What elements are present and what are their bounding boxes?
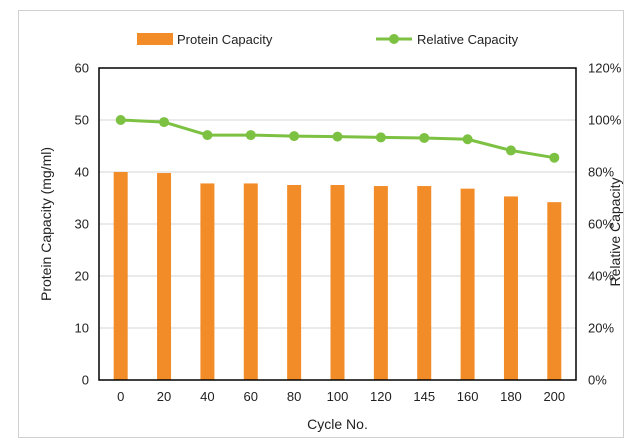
x-tick-label: 120 bbox=[370, 389, 392, 404]
line-point bbox=[159, 117, 170, 128]
x-axis-title: Cycle No. bbox=[307, 416, 368, 432]
x-tick-label: 20 bbox=[157, 389, 171, 404]
left-axis-ticks: 0 10 20 30 40 50 60 bbox=[75, 61, 89, 388]
y-right-tick-label: 60% bbox=[588, 217, 614, 232]
y-right-tick-label: 20% bbox=[588, 321, 614, 336]
bar bbox=[330, 185, 345, 380]
x-tick-label: 180 bbox=[500, 389, 522, 404]
legend-relative-dot bbox=[389, 34, 399, 44]
y-tick-label: 60 bbox=[75, 61, 89, 76]
line-point bbox=[332, 131, 343, 142]
bar bbox=[373, 186, 388, 380]
bar bbox=[157, 173, 172, 380]
y-right-tick-label: 100% bbox=[588, 113, 622, 128]
x-tick-label: 40 bbox=[200, 389, 214, 404]
bar bbox=[417, 186, 432, 380]
right-axis-ticks: 0% 20% 40% 60% 80% 100% 120% bbox=[588, 61, 622, 388]
legend-protein-swatch bbox=[137, 33, 173, 45]
x-tick-label: 160 bbox=[457, 389, 479, 404]
chart-svg: 0 10 20 30 40 50 60 0% 20% 40% 60% 80% 100% 120% 0 20… bbox=[38, 32, 623, 432]
line-point bbox=[505, 145, 516, 156]
line-point bbox=[462, 134, 473, 145]
y-tick-label: 40 bbox=[75, 165, 89, 180]
plot-border bbox=[98, 67, 577, 381]
x-tick-label: 145 bbox=[413, 389, 435, 404]
line-series bbox=[115, 115, 560, 163]
x-tick-label: 200 bbox=[543, 389, 565, 404]
x-tick-label: 60 bbox=[244, 389, 258, 404]
x-tick-label: 0 bbox=[117, 389, 124, 404]
y-right-tick-label: 120% bbox=[588, 61, 622, 76]
y-tick-label: 0 bbox=[82, 373, 89, 388]
bar bbox=[287, 185, 302, 380]
line-point bbox=[115, 115, 126, 125]
chart-frame: 0 10 20 30 40 50 60 0% 20% 40% 60% 80% 100% 120% 0 20… bbox=[18, 10, 624, 438]
bar bbox=[200, 183, 215, 380]
line-point bbox=[202, 130, 213, 141]
bar bbox=[547, 202, 562, 380]
bar bbox=[113, 172, 128, 380]
x-axis-ticks: 0 20 40 60 80 100 120 145 160 180 200 bbox=[117, 389, 565, 404]
y-axis-title: Protein Capacity (mg/ml) bbox=[38, 147, 54, 301]
line-point bbox=[289, 131, 300, 142]
x-tick-label: 100 bbox=[327, 389, 349, 404]
y-axis-right-title: Relative Capacity bbox=[607, 178, 623, 287]
y-tick-label: 50 bbox=[75, 113, 89, 128]
line-point bbox=[375, 132, 386, 143]
y-right-tick-label: 0% bbox=[588, 373, 607, 388]
line-point bbox=[419, 132, 430, 143]
y-right-tick-label: 80% bbox=[588, 165, 614, 180]
bar bbox=[503, 196, 518, 380]
line-point bbox=[245, 130, 256, 141]
bar bbox=[460, 188, 475, 380]
legend-protein-label: Protein Capacity bbox=[177, 32, 273, 47]
legend-relative-label: Relative Capacity bbox=[417, 32, 519, 47]
y-tick-label: 30 bbox=[75, 217, 89, 232]
y-tick-label: 20 bbox=[75, 269, 89, 284]
y-tick-label: 10 bbox=[75, 321, 89, 336]
legend: Protein Capacity Relative Capacity bbox=[137, 32, 519, 47]
y-right-tick-label: 40% bbox=[588, 269, 614, 284]
x-tick-label: 80 bbox=[287, 389, 301, 404]
bar bbox=[243, 183, 258, 380]
line-point bbox=[549, 152, 560, 163]
bar-series bbox=[113, 172, 562, 380]
